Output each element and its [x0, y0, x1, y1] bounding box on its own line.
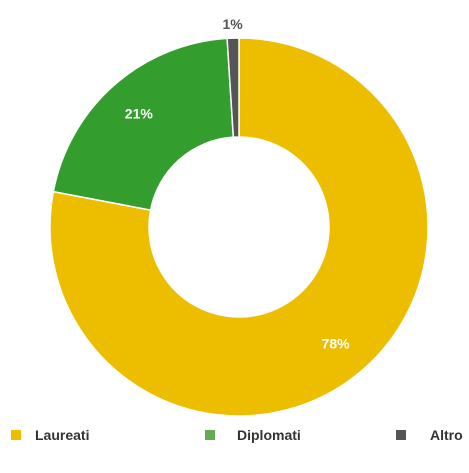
legend-label-altro: Altro [430, 427, 463, 443]
slice-altro [226, 37, 240, 138]
donut-slices [49, 37, 429, 417]
legend-swatch-diplomati [205, 430, 215, 440]
slice-labels: 78% 21% 1% [125, 16, 350, 352]
legend: Laureati Diplomati Altro [11, 427, 463, 443]
slice-diplomati [52, 37, 235, 212]
slice-label-laureati: 78% [322, 336, 351, 352]
slice-laureati [49, 37, 429, 417]
legend-label-laureati: Laureati [35, 427, 89, 443]
legend-swatch-laureati [11, 430, 21, 440]
legend-label-diplomati: Diplomati [237, 427, 301, 443]
legend-swatch-altro [396, 430, 406, 440]
slice-label-diplomati: 21% [125, 105, 154, 121]
slice-label-altro: 1% [223, 16, 244, 32]
